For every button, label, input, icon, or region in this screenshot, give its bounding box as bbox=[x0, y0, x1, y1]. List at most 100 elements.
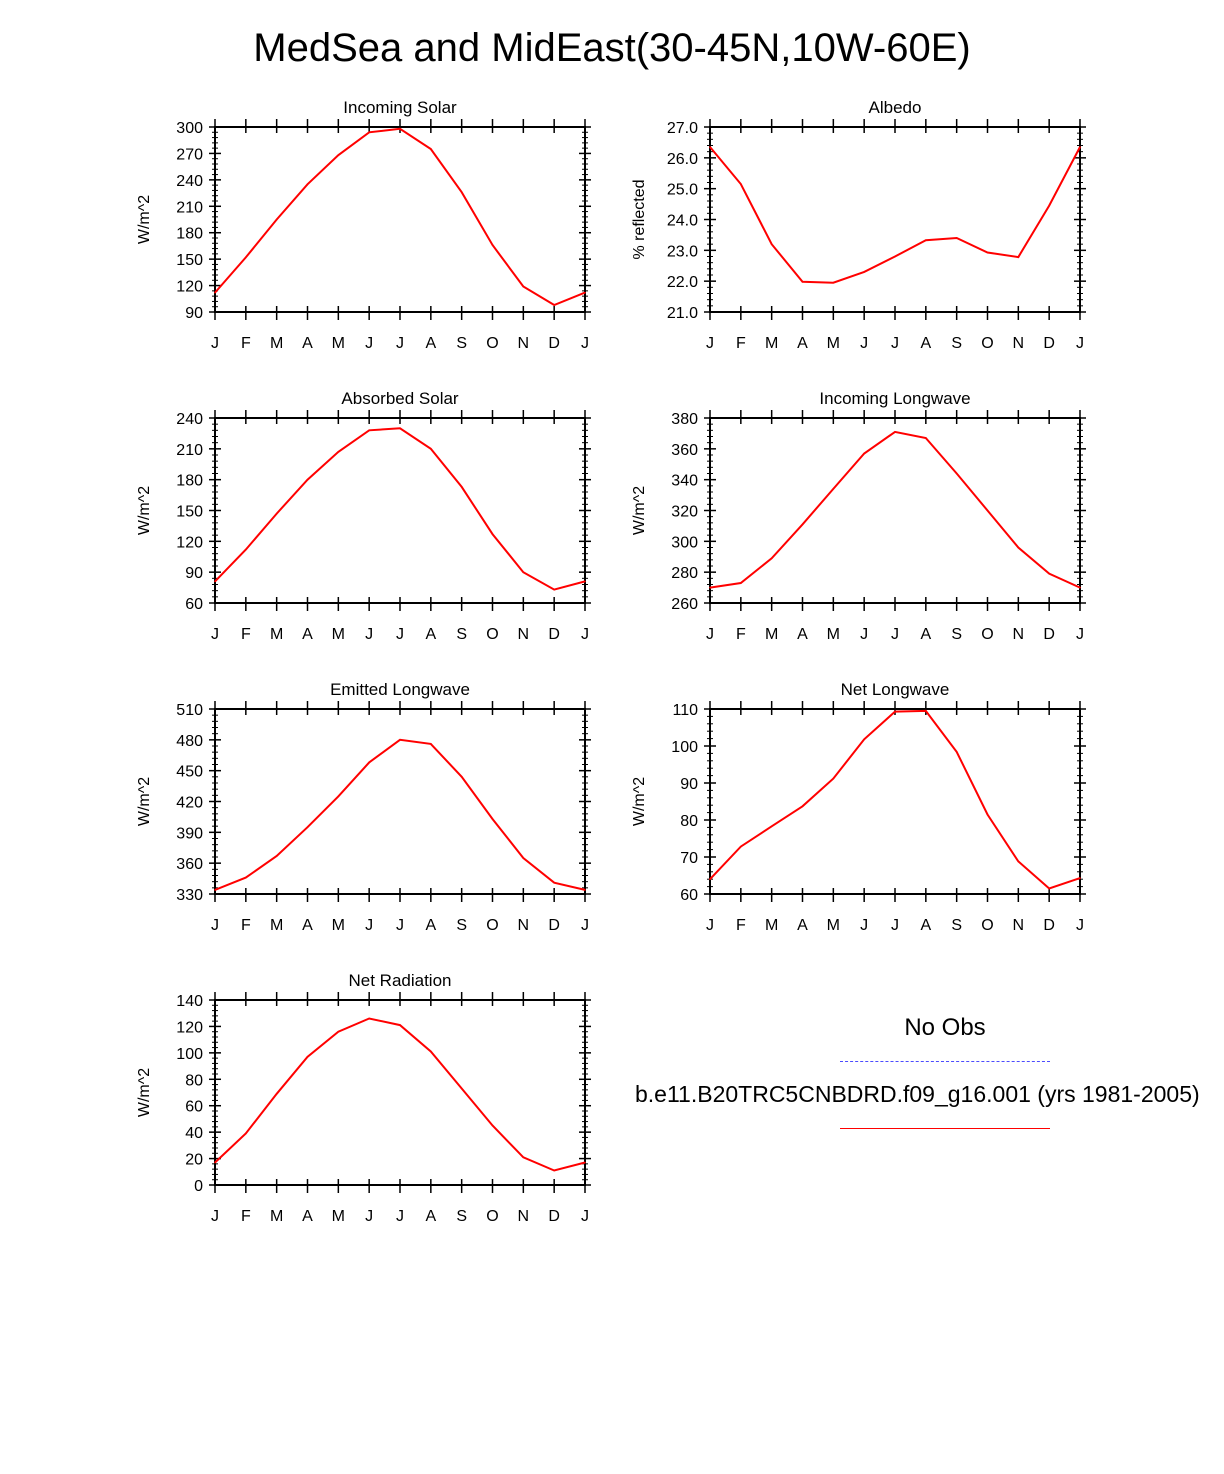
data-point bbox=[584, 1161, 586, 1164]
y-tick-label: 0 bbox=[194, 1178, 203, 1195]
x-tick-label: F bbox=[241, 626, 251, 643]
data-point bbox=[368, 761, 370, 764]
data-point bbox=[925, 239, 927, 241]
data-point bbox=[430, 448, 432, 450]
x-tick-label: N bbox=[518, 1208, 530, 1225]
y-tick-label: 90 bbox=[680, 776, 698, 793]
x-tick-label: O bbox=[981, 626, 993, 643]
data-point bbox=[1017, 256, 1020, 258]
x-tick-label: F bbox=[241, 335, 251, 352]
chart-panel: 330 360 390 420 450 480 510 J F M A M J J A S O N D J Emitte… bbox=[136, 680, 591, 934]
data-point bbox=[832, 281, 835, 284]
x-tick-label: N bbox=[518, 335, 530, 352]
data-point bbox=[770, 243, 773, 245]
data-point bbox=[709, 146, 711, 148]
chart-panel: 21.0 22.0 23.0 24.0 25.0 26.0 27.0 J F M A M J J A S O N D… bbox=[631, 98, 1086, 352]
x-tick-label: J bbox=[1076, 626, 1084, 643]
x-tick-label: F bbox=[736, 626, 746, 643]
data-point bbox=[214, 291, 216, 294]
y-tick-label: 90 bbox=[185, 305, 203, 322]
x-tick-label: J bbox=[396, 626, 404, 643]
data-point bbox=[801, 280, 804, 283]
y-tick-label: 240 bbox=[176, 411, 203, 428]
x-tick-label: J bbox=[1076, 335, 1084, 352]
y-tick-label: 60 bbox=[680, 887, 698, 904]
x-tick-label: J bbox=[365, 335, 373, 352]
y-tick-label: 260 bbox=[671, 596, 698, 613]
x-tick-label: J bbox=[860, 335, 868, 352]
data-point bbox=[1079, 586, 1081, 589]
x-tick-label: J bbox=[211, 626, 219, 643]
data-point bbox=[491, 1124, 494, 1127]
x-tick-label: M bbox=[332, 1208, 345, 1225]
chart-panel: 260 280 300 320 340 360 380 J F M A M J J A S O N D J Incomi… bbox=[631, 389, 1086, 643]
x-tick-label: J bbox=[860, 626, 868, 643]
data-point bbox=[522, 1156, 525, 1159]
data-point bbox=[306, 183, 309, 186]
y-tick-label: 180 bbox=[176, 473, 203, 490]
data-point bbox=[460, 1087, 463, 1090]
y-tick-label: 240 bbox=[176, 173, 203, 190]
y-tick-label: 21.0 bbox=[667, 305, 698, 322]
data-point bbox=[275, 512, 278, 515]
y-tick-label: 120 bbox=[176, 279, 203, 296]
x-tick-label: N bbox=[518, 917, 530, 934]
x-tick-label: M bbox=[765, 917, 778, 934]
x-tick-label: J bbox=[365, 626, 373, 643]
x-tick-label: A bbox=[920, 626, 931, 643]
x-tick-label: M bbox=[332, 335, 345, 352]
data-point bbox=[553, 304, 555, 306]
panel-title: Absorbed Solar bbox=[341, 389, 459, 408]
data-point bbox=[245, 876, 247, 879]
plot-frame bbox=[214, 126, 586, 313]
data-point bbox=[925, 437, 927, 439]
x-tick-label: S bbox=[456, 335, 467, 352]
series-line bbox=[709, 146, 1081, 284]
x-tick-label: S bbox=[951, 626, 962, 643]
plot-frame bbox=[214, 708, 586, 895]
y-tick-label: 100 bbox=[176, 1046, 203, 1063]
data-point bbox=[430, 743, 432, 745]
x-tick-label: J bbox=[581, 917, 589, 934]
data-point bbox=[337, 1030, 340, 1033]
x-tick-label: A bbox=[302, 626, 313, 643]
x-tick-label: J bbox=[706, 335, 714, 352]
y-tick-label: 80 bbox=[680, 813, 698, 830]
x-tick-label: A bbox=[302, 335, 313, 352]
data-point bbox=[399, 739, 401, 741]
data-point bbox=[522, 571, 525, 573]
data-point bbox=[740, 183, 742, 185]
y-tick-label: 60 bbox=[185, 1099, 203, 1116]
x-tick-label: D bbox=[1043, 335, 1055, 352]
data-point bbox=[275, 1093, 278, 1095]
y-tick-label: 26.0 bbox=[667, 151, 698, 168]
panel-title: Net Radiation bbox=[348, 971, 451, 990]
x-tick-label: O bbox=[981, 917, 993, 934]
data-point bbox=[399, 427, 401, 430]
data-point bbox=[584, 580, 586, 583]
x-tick-label: A bbox=[920, 917, 931, 934]
x-tick-label: D bbox=[548, 626, 560, 643]
x-tick-label: J bbox=[396, 917, 404, 934]
page-title: MedSea and MidEast(30-45N,10W-60E) bbox=[253, 26, 971, 70]
y-axis-label: W/m^2 bbox=[136, 777, 153, 826]
data-point bbox=[214, 889, 216, 891]
y-tick-label: 210 bbox=[176, 199, 203, 216]
data-point bbox=[491, 818, 494, 820]
x-tick-label: F bbox=[241, 917, 251, 934]
series-line bbox=[214, 1017, 586, 1172]
data-point bbox=[214, 1161, 216, 1164]
x-tick-label: M bbox=[332, 917, 345, 934]
x-tick-label: N bbox=[518, 626, 530, 643]
chart-panel: 60 70 80 90 100 110 J F M A M J J A S O N D J Net Longwave W… bbox=[631, 680, 1086, 934]
x-tick-label: J bbox=[860, 917, 868, 934]
data-point bbox=[894, 710, 896, 713]
x-tick-label: M bbox=[827, 626, 840, 643]
panel-title: Incoming Longwave bbox=[819, 389, 970, 408]
data-point bbox=[306, 1056, 309, 1058]
data-point bbox=[399, 1024, 401, 1026]
y-tick-label: 150 bbox=[176, 504, 203, 521]
data-point bbox=[368, 429, 370, 432]
y-tick-label: 390 bbox=[176, 825, 203, 842]
data-point bbox=[214, 580, 216, 583]
